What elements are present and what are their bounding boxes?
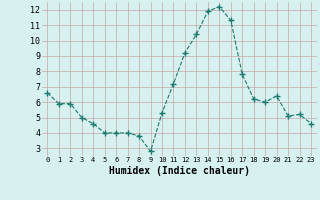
- X-axis label: Humidex (Indice chaleur): Humidex (Indice chaleur): [109, 166, 250, 176]
